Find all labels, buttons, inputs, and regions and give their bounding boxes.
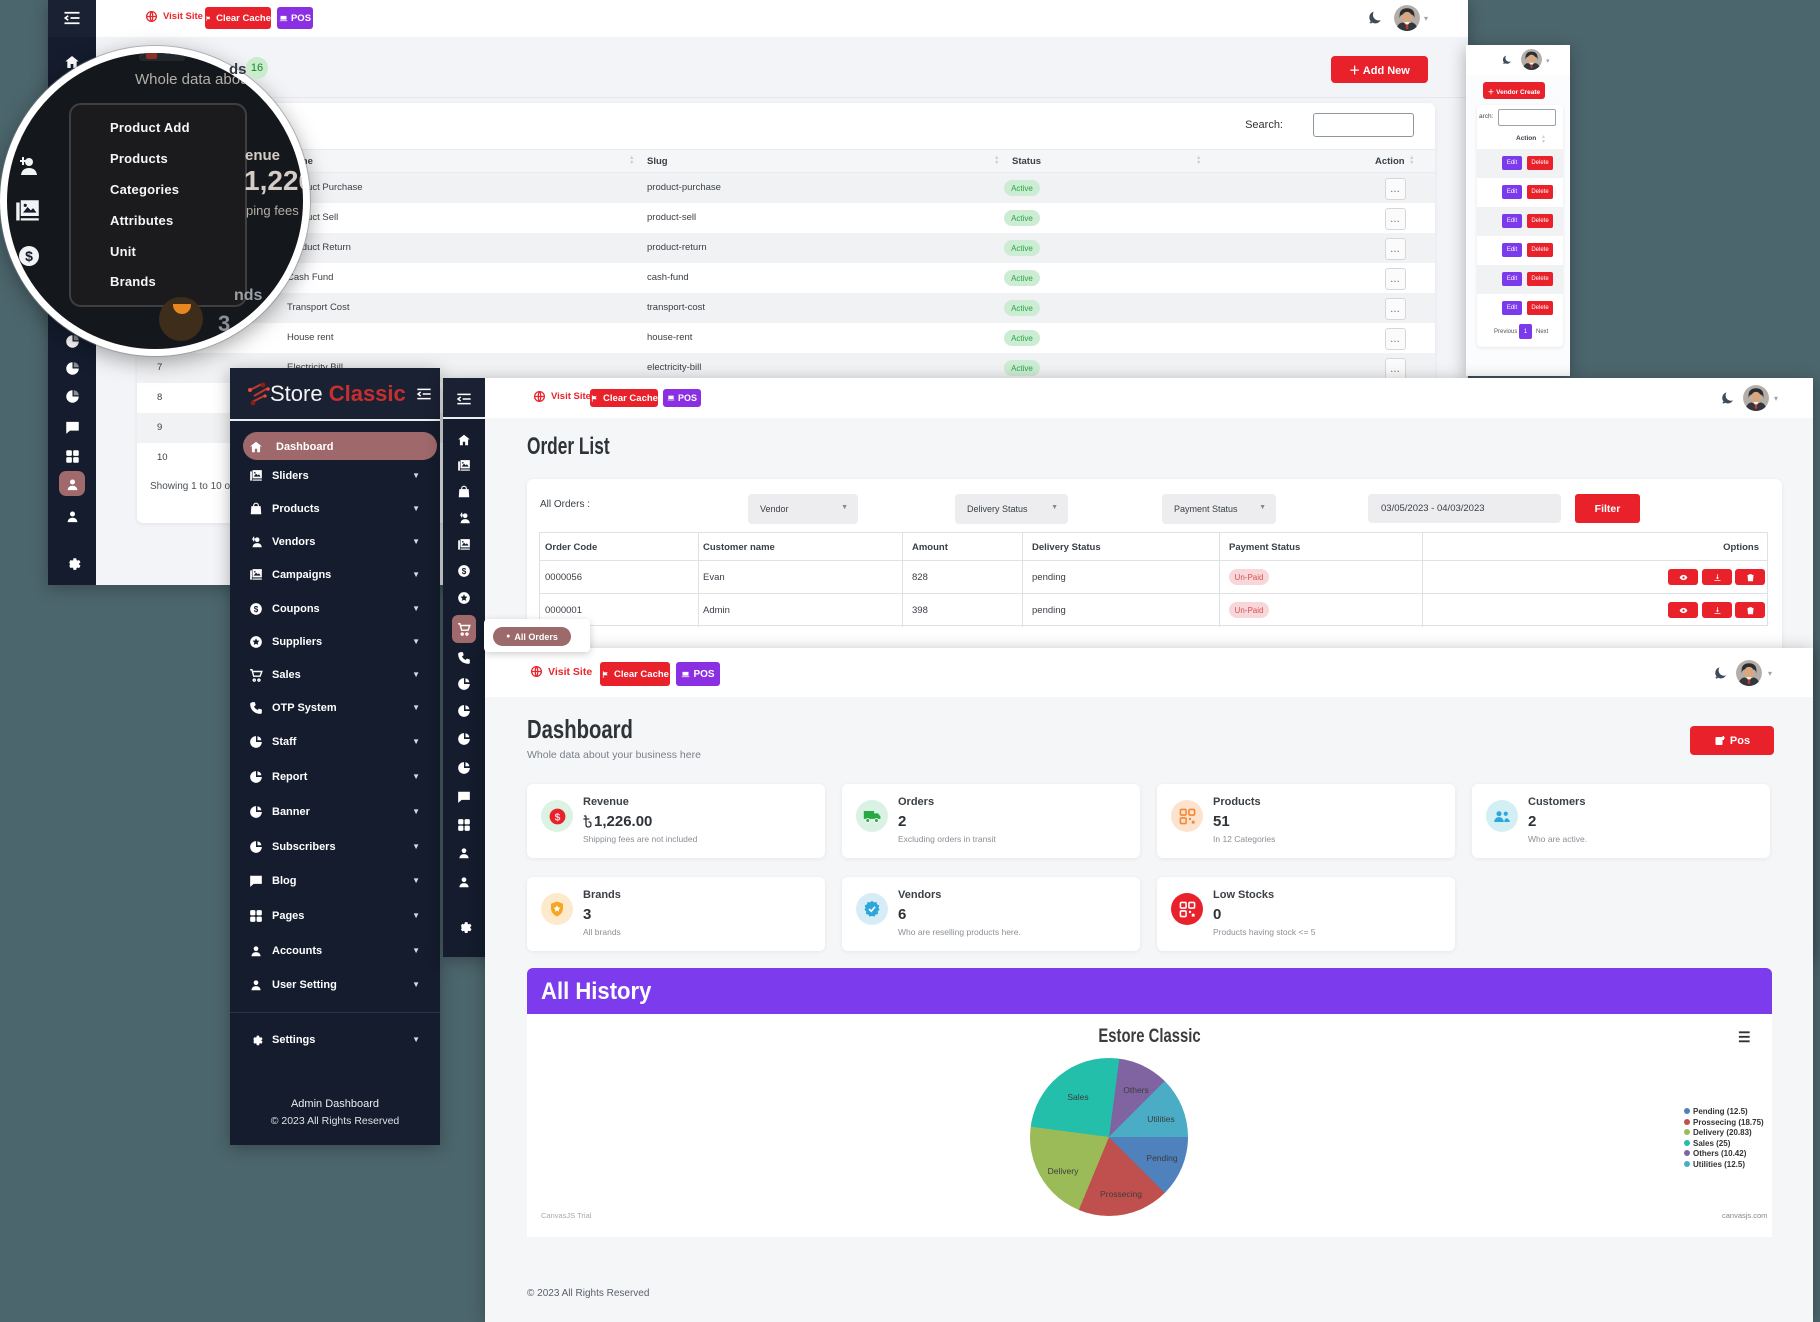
svg-text:$: $ <box>554 812 560 823</box>
